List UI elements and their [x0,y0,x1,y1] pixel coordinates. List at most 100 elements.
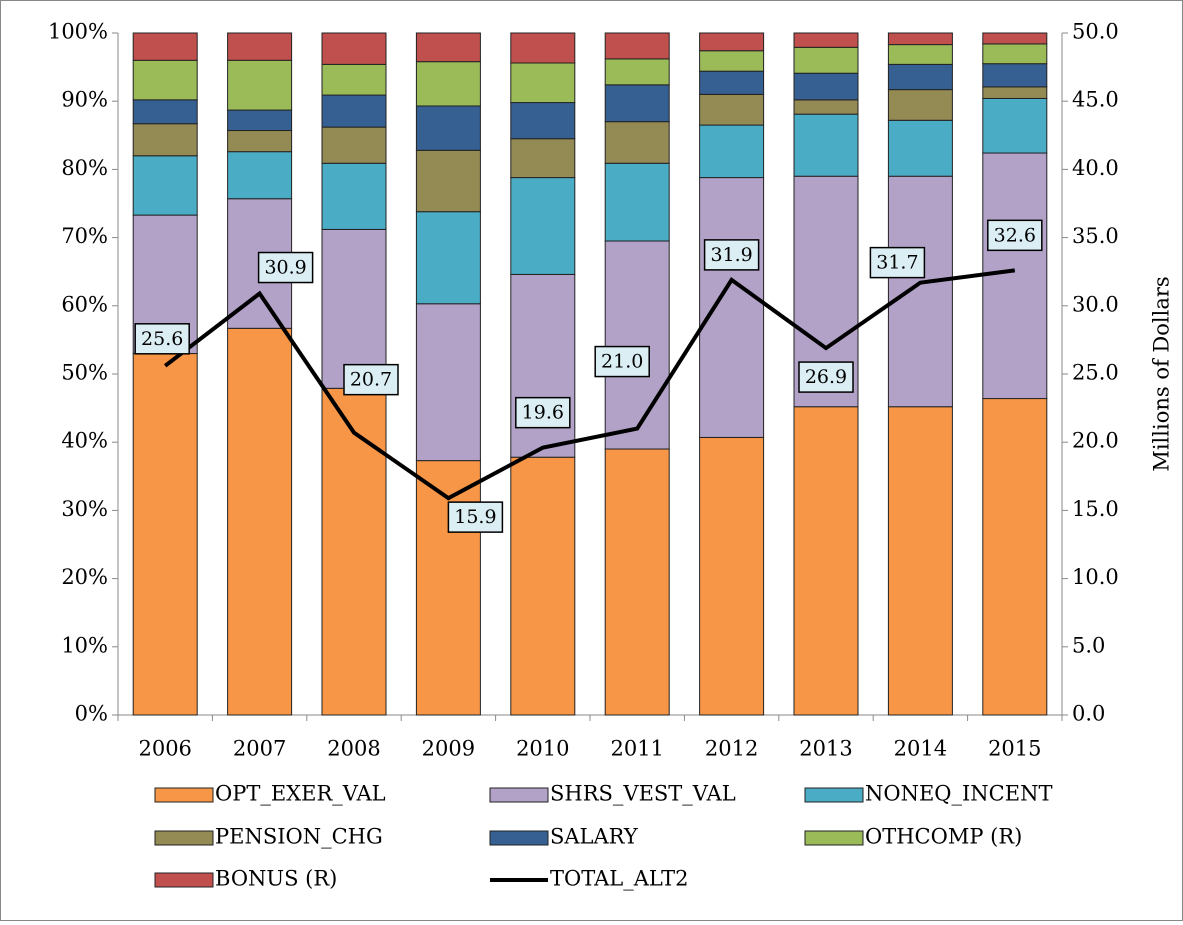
value-label: 20.7 [350,369,392,391]
value-label-box [987,219,1043,252]
y-tick-label: 10% [61,633,108,657]
y2-tick-label: 10.0 [1072,565,1119,589]
x-tick-label: 2011 [610,737,663,761]
bar-segment [887,89,953,121]
bar-segment [699,70,765,95]
legend-label: NONEQ_INCENT [865,782,1052,806]
x-tick-label: 2010 [516,737,569,761]
bar-segment [321,126,387,164]
bar-segment [321,94,387,128]
x-tick-label: 2015 [988,737,1041,761]
value-label-box [594,345,650,378]
bar-segment [982,398,1048,716]
legend-label: TOTAL_ALT2 [550,867,688,891]
value-label: 26.9 [805,366,847,388]
legend-swatch [489,830,549,846]
value-label-box [798,361,854,393]
y2-tick-label: 45.0 [1072,88,1119,112]
bar-segment [793,72,859,101]
y-tick-label: 0% [75,702,108,726]
bar-segment [321,63,387,96]
x-tick-label: 2012 [705,737,758,761]
bar-segment [887,63,953,91]
legend-label: BONUS (R) [215,867,337,891]
bar-segment [321,387,387,716]
legend-label: PENSION_CHG [215,825,383,849]
value-label-box [703,239,760,271]
value-label-box [447,501,504,533]
value-label: 25.6 [141,328,183,350]
bar-segment [793,32,859,48]
x-tick-label: 2008 [327,737,380,761]
value-label-box [257,251,314,284]
legend-swatch [154,787,214,803]
bar-segment [604,448,670,716]
bar-segment [887,406,953,716]
bar-segment [510,62,576,104]
y2-tick-label: 30.0 [1072,292,1119,316]
y2-tick-label: 25.0 [1072,361,1119,385]
bar-segment [699,32,765,52]
value-label: 21.0 [601,351,643,373]
value-label-box [515,396,571,429]
bar-segment [887,44,953,65]
bar-segment [982,32,1048,45]
bar-segment [699,50,765,72]
bar-segment [227,109,293,132]
legend-swatch [154,830,214,846]
bar-segment [132,155,198,216]
bar-segment [321,32,387,65]
y-tick-label: 100% [48,20,108,44]
bar-segment [415,149,481,213]
y2-tick-label: 35.0 [1072,224,1119,248]
y2-tick-label: 50.0 [1072,20,1119,44]
legend-label: OTHCOMP (R) [865,825,1022,849]
y-tick-label: 70% [61,224,108,248]
legend-label: OPT_EXER_VAL [215,782,386,806]
value-label-box [343,363,399,396]
value-label-box [134,323,190,355]
legend-label: SALARY [550,825,639,849]
total-line [163,268,1016,501]
y-tick-label: 80% [61,156,108,180]
bar-segment [982,43,1048,65]
bar-segment [227,32,293,61]
bar-segment [227,327,293,716]
bar-segment [510,102,576,140]
y-tick-label: 50% [61,361,108,385]
bar-segment [982,63,1048,88]
bar-segment [887,119,953,177]
bar-segment [604,58,670,86]
bar-segment [132,59,198,101]
bar-segment [699,124,765,179]
bar-segment [227,59,293,111]
x-tick-label: 2007 [233,737,286,761]
value-label: 31.9 [710,244,752,266]
y-tick-label: 90% [61,88,108,112]
y2-tick-label: 40.0 [1072,156,1119,180]
y2-tick-label: 20.0 [1072,429,1119,453]
bar-segment [132,123,198,157]
x-tick-label: 2009 [422,737,475,761]
bar-segment [510,273,576,458]
bar-segment [604,84,670,123]
bar-segment [227,130,293,153]
bar-segment [321,228,387,389]
y2-tick-label: 5.0 [1072,633,1105,657]
x-tick-label: 2013 [799,737,852,761]
bar-segment [699,93,765,126]
bar-segment [415,105,481,151]
bar-segment [132,99,198,125]
y-tick-label: 40% [61,429,108,453]
x-tick-label: 2014 [894,737,947,761]
bar-segment [415,303,481,462]
y-tick-label: 60% [61,292,108,316]
bar-segment [604,162,670,242]
bar-segment [887,175,953,408]
value-label-box [869,246,926,279]
bar-segment [793,113,859,177]
x-tick-label: 2006 [138,737,191,761]
bar-segment [793,99,859,115]
bar-segment [510,456,576,716]
